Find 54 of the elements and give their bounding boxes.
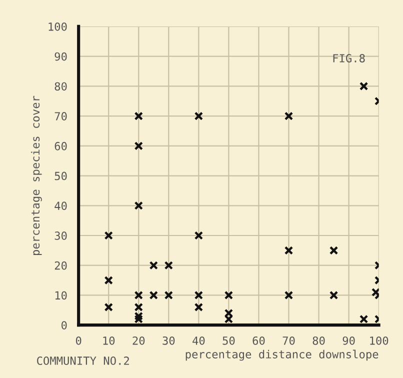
point [284,290,294,300]
point [194,231,204,240]
point [134,302,143,312]
point [104,231,113,240]
y-tick-label: 60 [54,142,67,150]
point [164,290,174,300]
x-tick-label: 20 [132,336,145,345]
x-axis-title: percentage distance downslope [186,350,378,361]
x-tick-label: 30 [162,336,175,345]
x-tick-label: 80 [312,336,325,345]
x-tick-label: 40 [192,336,205,345]
point [359,82,368,91]
point [134,112,143,120]
point [104,302,113,312]
point [134,201,143,210]
y-tick-label: 70 [54,112,67,120]
x-tick-label: 60 [252,336,265,345]
point [329,246,338,255]
point [134,142,143,150]
x-tick-label: 100 [370,336,388,345]
y-tick-label: 40 [54,202,67,210]
point [224,290,234,300]
point [194,290,204,300]
y-tick-label: 20 [54,261,67,270]
x-tick-label: 0 [76,336,82,345]
point [149,290,158,300]
point [359,314,368,324]
y-tick-label: 50 [54,172,67,180]
y-axis-title: percentage species cover [31,96,42,256]
y-tick-label: 0 [62,321,67,330]
text: COMMUNITY NO.2 [37,356,129,365]
point [284,246,294,255]
point [134,290,143,300]
point [194,112,204,120]
point [149,260,158,270]
y-tick-label: 80 [54,82,67,91]
y-tick-label: 30 [54,232,67,240]
y-tick-label: 100 [48,22,67,31]
annotation: FIG.8 [333,54,365,62]
x-tick-label: 10 [103,336,115,345]
x-tick-label: 50 [222,336,235,345]
point [134,312,143,320]
y-tick-label: 90 [54,52,67,61]
point [134,314,143,324]
point [371,288,379,297]
point [194,302,204,312]
point [104,276,113,285]
point [284,112,294,120]
y-tick-label: 10 [55,291,67,300]
point [329,290,338,300]
point [224,308,234,318]
x-tick-label: 70 [282,336,295,345]
point [164,260,174,270]
x-tick-label: 90 [342,336,355,345]
